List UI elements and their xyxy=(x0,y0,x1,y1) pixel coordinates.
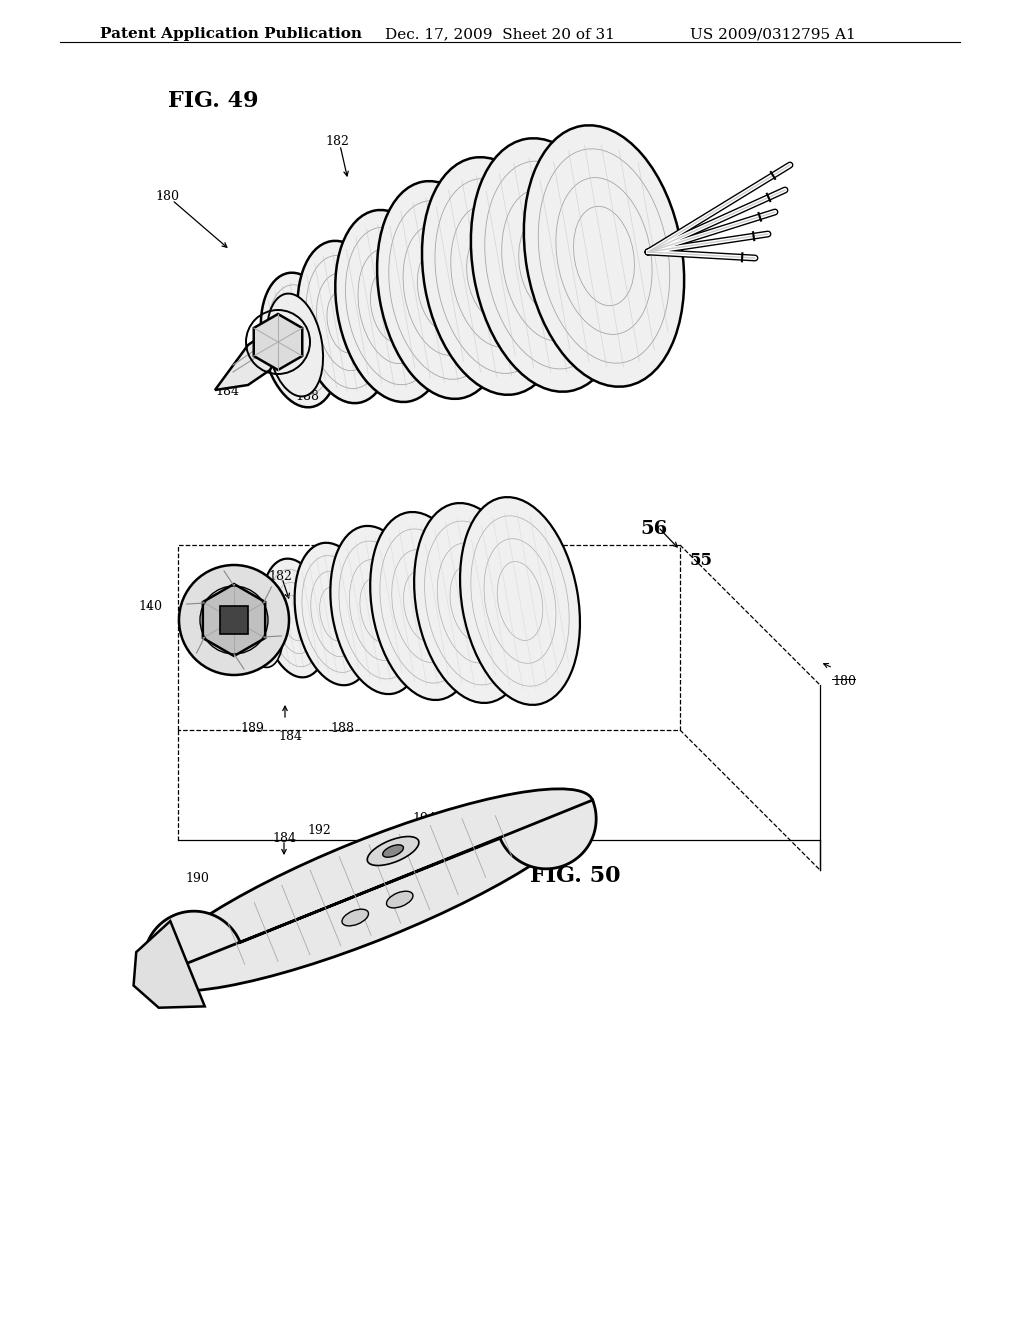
Polygon shape xyxy=(143,800,596,979)
Ellipse shape xyxy=(237,573,284,668)
Text: 184: 184 xyxy=(278,730,302,743)
Text: 18: 18 xyxy=(368,545,384,558)
Ellipse shape xyxy=(179,565,289,675)
Ellipse shape xyxy=(267,293,324,396)
Text: FIG. 49: FIG. 49 xyxy=(168,90,258,112)
Ellipse shape xyxy=(331,525,426,694)
Ellipse shape xyxy=(267,304,313,387)
Polygon shape xyxy=(220,606,248,634)
Text: 192: 192 xyxy=(307,824,331,837)
Ellipse shape xyxy=(335,210,449,403)
Text: Dec. 17, 2009  Sheet 20 of 31: Dec. 17, 2009 Sheet 20 of 31 xyxy=(385,26,614,41)
Ellipse shape xyxy=(422,157,566,395)
Ellipse shape xyxy=(371,512,478,700)
Ellipse shape xyxy=(298,240,392,403)
Ellipse shape xyxy=(377,181,507,399)
Text: 182: 182 xyxy=(325,135,349,148)
Text: 189: 189 xyxy=(240,722,264,735)
Text: 55: 55 xyxy=(220,609,241,622)
Text: 184: 184 xyxy=(215,385,239,399)
Text: 140: 140 xyxy=(138,601,162,612)
Ellipse shape xyxy=(414,503,529,704)
Text: 180: 180 xyxy=(155,190,179,203)
Text: 204: 204 xyxy=(410,902,434,915)
Ellipse shape xyxy=(261,273,339,408)
Text: 188: 188 xyxy=(330,722,354,735)
Text: 182: 182 xyxy=(268,570,292,583)
Text: 184: 184 xyxy=(272,832,296,845)
Text: 200: 200 xyxy=(358,915,382,928)
Ellipse shape xyxy=(295,543,376,685)
Text: Patent Application Publication: Patent Application Publication xyxy=(100,26,362,41)
Text: US 2009/0312795 A1: US 2009/0312795 A1 xyxy=(690,26,856,41)
Polygon shape xyxy=(254,314,302,370)
Text: FIG. 50: FIG. 50 xyxy=(530,865,621,887)
Ellipse shape xyxy=(460,498,580,705)
Text: 186: 186 xyxy=(540,362,564,375)
Text: 196: 196 xyxy=(460,873,484,884)
Polygon shape xyxy=(133,921,205,1007)
Text: 188: 188 xyxy=(295,389,319,403)
Ellipse shape xyxy=(342,909,369,925)
Text: 56: 56 xyxy=(185,590,208,607)
Ellipse shape xyxy=(368,837,419,866)
Polygon shape xyxy=(203,583,265,656)
Text: 56: 56 xyxy=(640,520,668,539)
Ellipse shape xyxy=(471,139,625,392)
Ellipse shape xyxy=(146,789,593,991)
Ellipse shape xyxy=(383,845,403,857)
Ellipse shape xyxy=(386,891,413,908)
Text: 198: 198 xyxy=(505,850,528,863)
Text: 55: 55 xyxy=(690,552,713,569)
Text: 190: 190 xyxy=(185,873,209,884)
Ellipse shape xyxy=(524,125,684,387)
Ellipse shape xyxy=(231,582,269,657)
Ellipse shape xyxy=(262,558,328,677)
Polygon shape xyxy=(215,330,280,389)
Text: 194: 194 xyxy=(412,812,436,825)
Text: 180: 180 xyxy=(831,675,856,688)
